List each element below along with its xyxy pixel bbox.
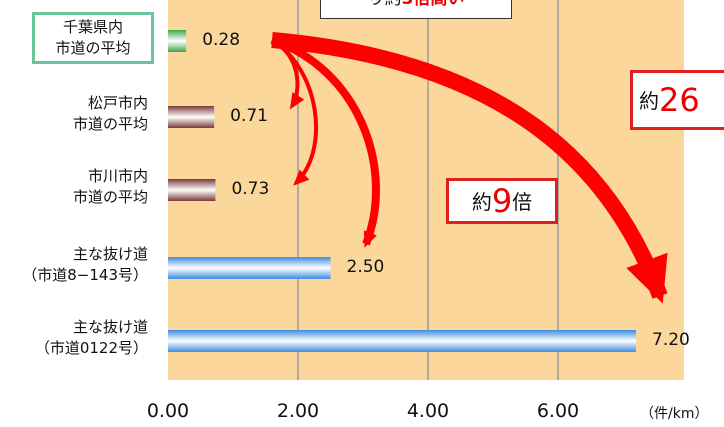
bar-value-label: 0.73 [231,179,270,199]
bar-value-label: 0.71 [230,106,268,126]
unit-label: （件/km） [640,406,709,422]
category-label-line: 主な抜け道 [72,318,148,336]
category-label: 千葉県内 市道の平均 [32,12,154,64]
category-label: 主な抜け道 （市道0122号） [0,317,148,359]
category-label-line: 市道の平均 [72,115,148,133]
category-label: 松戸市内市道の平均 [0,93,148,135]
arrow-to-route-8-143 [270,36,380,248]
category-label-line: （市道8−143号） [22,266,148,284]
category-label-line: 松戸市内 [87,94,148,112]
callout-mid: 3倍 [402,0,431,9]
bar-value-label: 7.20 [652,330,690,350]
bar [168,257,331,279]
category-label-line: 市道の平均 [55,39,131,57]
x-tick-label: 6.00 [536,400,580,422]
ratio-9-number: 9 [491,182,513,220]
callout-box: り約3倍高い [320,0,512,19]
ratio-9-box: 約9倍 [446,178,558,224]
ratio-26-box: 約26 [630,70,724,130]
bar-value-label: 0.28 [202,30,241,50]
ratio-26-prefix: 約 [639,89,659,113]
category-label-line: 千葉県内 [62,18,123,36]
bar [168,179,216,201]
category-label-line: 主な抜け道 [72,245,148,263]
category-label-line: （市道0122号） [34,339,148,357]
category-label: 主な抜け道 （市道8−143号） [0,244,148,286]
x-tick-label: 0.00 [146,400,190,422]
bar [168,106,215,128]
category-label-line: 市川市内 [87,167,148,185]
callout-prefix: り約 [368,0,402,9]
category-label-line: 市道の平均 [72,188,148,206]
callout-suffix: 高い [430,0,464,9]
category-label: 市川市内市道の平均 [0,166,148,208]
ratio-9-suffix: 倍 [512,190,533,214]
bar-value-label: 2.50 [346,257,385,277]
arrow-to-route-0122 [271,32,668,304]
ratio-9-prefix: 約 [471,190,492,214]
arrow-to-ichikawa [270,38,318,186]
bar [168,30,187,52]
x-tick-label: 2.00 [276,400,320,422]
ratio-26-number: 26 [659,81,700,119]
bar [168,330,636,352]
x-tick-label: 4.00 [406,400,450,422]
